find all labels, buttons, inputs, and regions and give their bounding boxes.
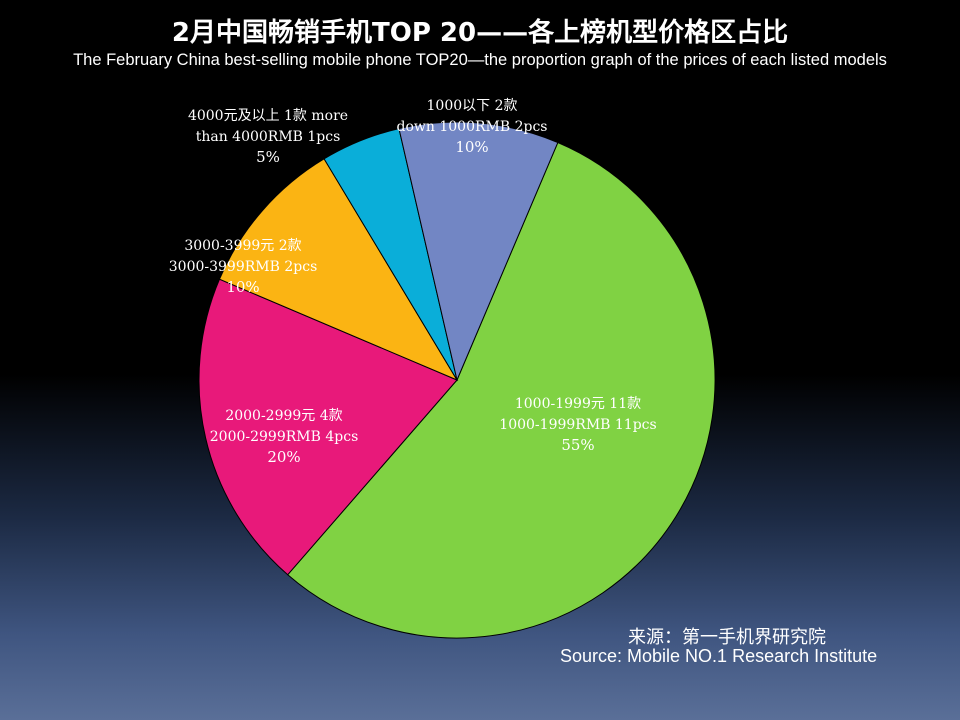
pie-slice-under-1000 [398, 121, 559, 382]
pie-slice-3000-3999 [218, 158, 459, 382]
source-text-en: Source: Mobile NO.1 Research Institute [560, 646, 878, 666]
slice-label-4000-plus: 4000元及以上 1款 more than 4000RMB 1pcs 5% [188, 108, 348, 166]
slice-label-3000-3999: 3000-3999元 2款 3000-3999RMB 2pcs 10% [169, 238, 318, 296]
slice-label-under-1000: 1000以下 2款 down 1000RMB 2pcs 10% [397, 98, 548, 156]
chart-subtitle: The February China best-selling mobile p… [73, 51, 887, 69]
pie-slice-1000-1999 [287, 141, 716, 639]
slice-label-2000-2999: 2000-2999元 4款 2000-2999RMB 4pcs 20% [210, 408, 359, 466]
source-text-cn: 来源：第一手机界研究院 [628, 627, 826, 648]
slice-label-1000-1999: 1000-1999元 11款 1000-1999RMB 11pcs 55% [499, 396, 656, 454]
chart-title: 2月中国畅销手机TOP 20——各上榜机型价格区占比 [171, 18, 789, 48]
